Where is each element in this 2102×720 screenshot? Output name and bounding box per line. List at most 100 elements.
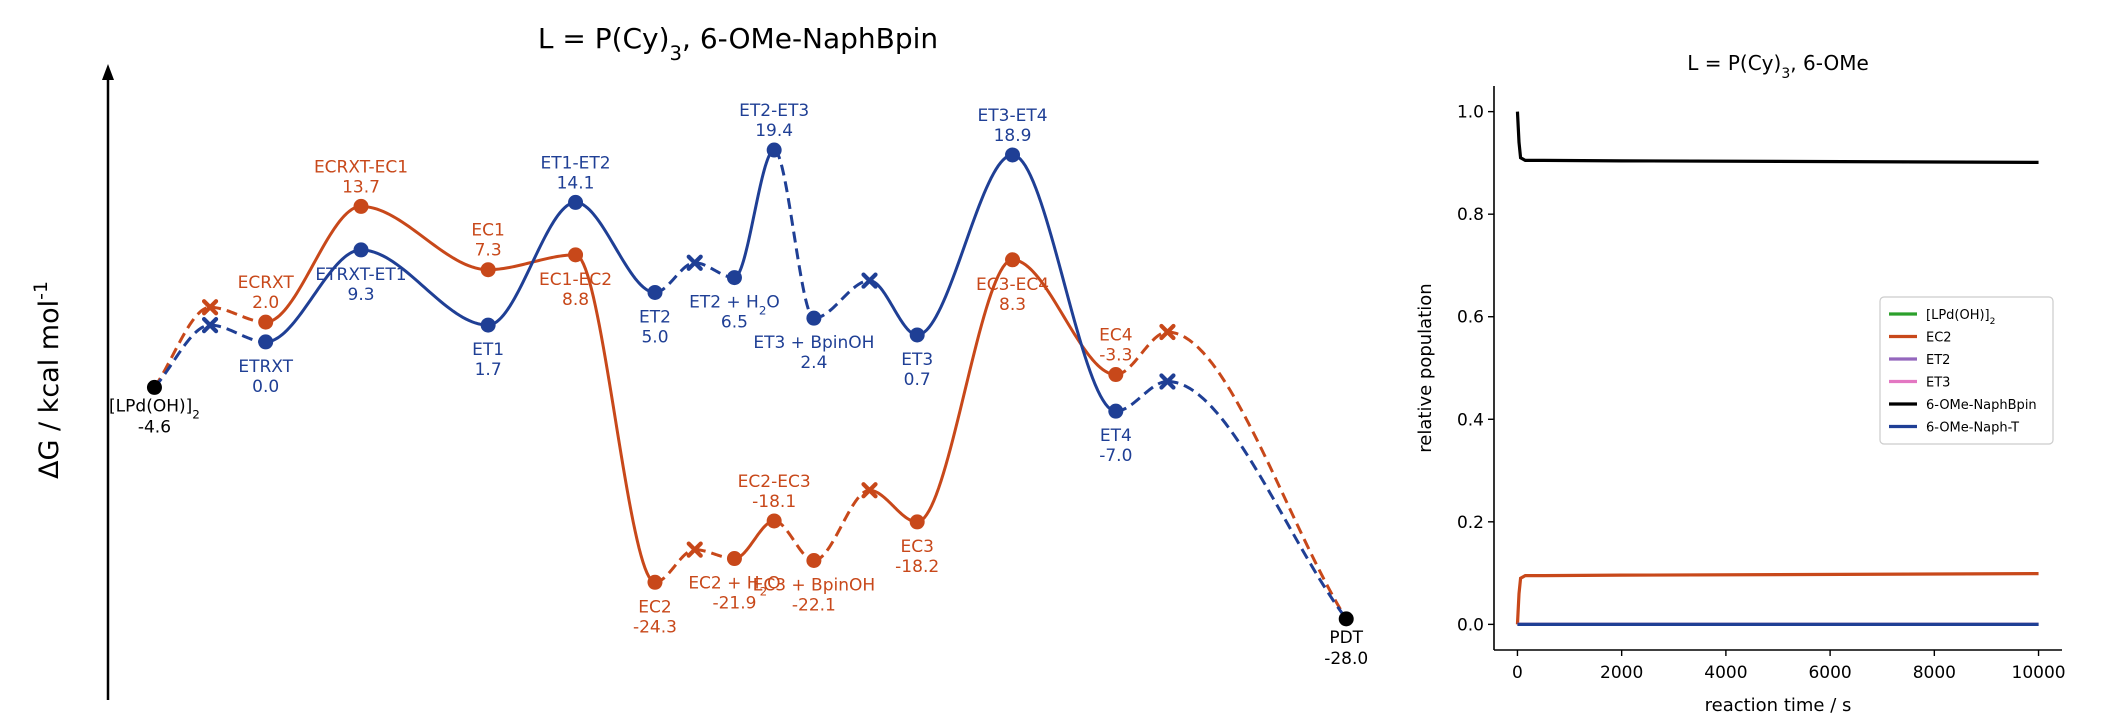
legend-entry: EC2: [1926, 331, 1952, 346]
ec-state-name: EC3 + BpinOH: [753, 576, 876, 596]
energy-profile-chart: L = P(Cy)3, 6-OMe-NaphBpin ΔG / kcal mol-…: [30, 22, 1368, 700]
series-line-6-ome-naphbpin: [1515, 111, 2039, 164]
start-point: [146, 379, 162, 395]
ec-intermediate-marker: [686, 541, 703, 558]
ec-state-name: EC2: [638, 597, 671, 617]
x-tick-label: 10000: [2012, 663, 2066, 683]
et-state-point: [766, 142, 782, 158]
ec-state-energy: 13.7: [342, 177, 380, 197]
population-chart-title: L = P(Cy)3, 6-OMe: [1687, 51, 1869, 82]
legend-entry: ET2: [1926, 353, 1950, 368]
et-path-segment: [869, 279, 918, 337]
ec-state-name: EC1-EC2: [539, 270, 612, 290]
x-tick-label: 4000: [1704, 663, 1747, 683]
ec-state-energy: -18.2: [895, 557, 939, 577]
ec-path-segment: [1167, 330, 1348, 620]
legend-entry: [LPd(OH)]2: [1926, 308, 1995, 327]
et-intermediate-marker: [686, 254, 703, 271]
ec-state-name: ECRXT-EC1: [314, 157, 408, 177]
y-tick-label: 0.4: [1457, 410, 1484, 430]
et-path-segment: [773, 148, 815, 320]
et-state-point: [480, 317, 496, 333]
et-state-energy: 5.0: [641, 327, 668, 347]
legend-entry: 6-OMe-Naph-T: [1926, 421, 2019, 436]
ec-path-segment: [869, 488, 918, 524]
ec-path-segment: [1115, 330, 1168, 377]
ec-state-energy: 8.3: [999, 295, 1026, 315]
ec-state-energy: -24.3: [633, 617, 677, 637]
et-state-energy: 18.9: [994, 126, 1032, 146]
ec-state-point: [726, 551, 742, 567]
x-tick-label: 8000: [1913, 663, 1956, 683]
et-intermediate-marker: [201, 316, 219, 334]
ec-state-point: [1108, 367, 1124, 383]
et-intermediate-marker: [861, 272, 878, 289]
ec-state-point: [353, 198, 369, 214]
x-tick-label: 0: [1512, 663, 1523, 683]
et-path-segment: [210, 323, 266, 344]
ec-state-point: [568, 247, 584, 263]
ec-state-energy: -18.1: [752, 492, 796, 512]
x-axis-label: reaction time / s: [1705, 695, 1852, 716]
et-path-segment: [575, 200, 656, 294]
et-state-name: ETRXT: [238, 357, 293, 377]
series-line-ec2: [1515, 572, 2039, 625]
ec-state-name: EC3-EC4: [976, 275, 1049, 295]
et-state-name: ET1-ET2: [541, 153, 611, 173]
ec-state-point: [909, 514, 925, 530]
legend: [LPd(OH)]2 EC2 ET2 ET3 6-OMe-NaphBpin 6-OMe-N…: [1879, 296, 2054, 445]
et-state-name: ET3-ET4: [978, 106, 1048, 126]
et-state-name: ET3: [901, 350, 933, 370]
et-state-point: [647, 284, 663, 300]
et-state-point: [1005, 147, 1021, 163]
y-axis-label: relative population: [1415, 283, 1436, 452]
et-path-segment: [1167, 379, 1348, 620]
ec-intermediate-marker: [1159, 323, 1176, 341]
et-path-segment: [1115, 379, 1168, 413]
y-tick-label: 1.0: [1457, 103, 1484, 123]
ec-state-energy: 7.3: [475, 241, 502, 261]
ec-path-segment: [153, 305, 211, 389]
ec-state-point: [806, 553, 822, 569]
et-state-name: ET1: [472, 340, 504, 360]
et-state-point: [806, 310, 822, 326]
energy-chart-title: L = P(Cy)3, 6-OMe-NaphBpin: [538, 22, 938, 65]
ec-state-name: EC2-EC3: [738, 472, 811, 492]
y-tick-label: 0.8: [1457, 205, 1484, 225]
ec-path-segment: [1012, 258, 1116, 377]
ec-state-energy: -22.1: [792, 596, 836, 616]
et-state-point: [568, 194, 584, 210]
ec-path-segment: [360, 204, 489, 272]
et-state-energy: 1.7: [475, 360, 502, 380]
ec-state-point: [766, 513, 782, 529]
pdt-name: PDT: [1329, 628, 1363, 648]
et-path-segment: [487, 200, 576, 327]
et-state-point: [353, 242, 369, 258]
et-path-segment: [813, 279, 870, 320]
et-state-name: ET4: [1100, 426, 1132, 446]
x-tick-label: 6000: [1808, 663, 1851, 683]
ec-intermediate-marker: [861, 482, 878, 499]
energy-axis-arrowhead: [102, 64, 114, 80]
et-path-segment: [1012, 153, 1117, 413]
et-state-energy: 6.5: [721, 313, 748, 333]
ec-path-segment: [916, 258, 1013, 524]
et-path-segment: [360, 248, 489, 327]
x-tick-label: 2000: [1600, 663, 1643, 683]
ec-intermediate-marker: [201, 299, 219, 316]
ec-path-segment: [774, 519, 815, 563]
energy-axis-label: ΔG / kcal mol-1: [30, 281, 65, 479]
et-state-name: ETRXT-ET1: [315, 265, 406, 285]
et-path-segment: [265, 248, 362, 344]
ec-state-point: [480, 262, 496, 278]
et-state-energy: 14.1: [557, 173, 595, 193]
ec-state-energy: -21.9: [712, 594, 756, 614]
ec-state-name: ECRXT: [238, 273, 295, 293]
legend-entry: 6-OMe-NaphBpin: [1926, 398, 2037, 413]
ec-state-energy: 8.8: [562, 290, 589, 310]
legend-entry: ET3: [1926, 376, 1950, 391]
et-state-name: ET2: [639, 307, 671, 327]
ec-path-segment: [734, 519, 775, 561]
et-state-energy: -7.0: [1099, 446, 1132, 466]
